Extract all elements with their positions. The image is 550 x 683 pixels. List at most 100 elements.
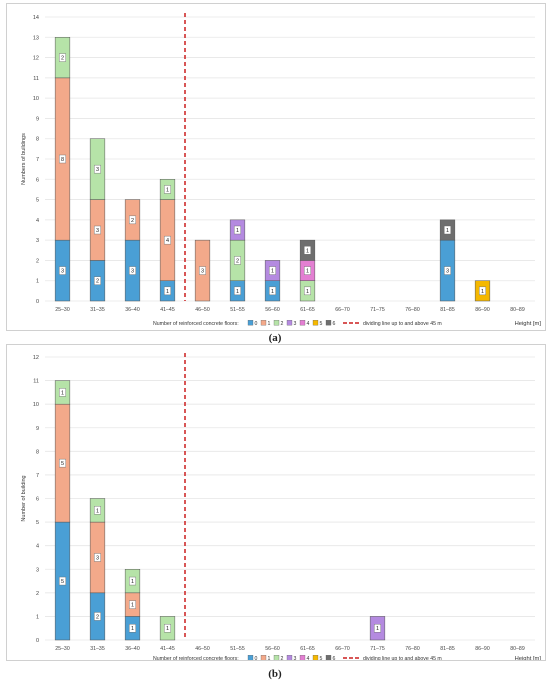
data-label-box [129, 215, 136, 225]
x-tick-label: 31–35 [90, 307, 105, 313]
legend-swatch [247, 320, 254, 326]
legend-swatch [312, 320, 319, 326]
y-tick-label: 6 [36, 177, 39, 183]
data-label: 1 [306, 269, 309, 275]
data-label-box [59, 53, 66, 62]
data-label-box [164, 624, 171, 633]
legend-swatch [299, 655, 306, 661]
data-label-box [94, 553, 101, 562]
data-label-box [129, 576, 136, 586]
x-tick-label: 36–40 [125, 307, 140, 313]
data-label-box [129, 266, 136, 275]
data-label: 1 [166, 626, 169, 632]
y-tick-label: 6 [36, 497, 39, 503]
data-label-box [59, 154, 66, 164]
data-label: 5 [61, 579, 64, 585]
legend-entry: 2 [281, 321, 284, 327]
data-label-box [269, 286, 276, 296]
data-label-box [304, 266, 311, 275]
data-label-box [164, 185, 171, 194]
data-label-box [479, 286, 486, 296]
legend-swatch [325, 655, 332, 661]
y-tick-label: 14 [33, 15, 39, 21]
data-label: 4 [166, 238, 169, 244]
x-tick-label: 25–30 [55, 646, 70, 652]
data-label-box [199, 266, 206, 275]
data-label-box [94, 506, 101, 515]
data-label: 2 [61, 56, 64, 62]
y-tick-label: 11 [33, 379, 39, 385]
data-label-box [59, 458, 66, 468]
y-tick-label: 3 [36, 567, 39, 573]
legend-swatch [286, 655, 293, 661]
data-label: 1 [61, 390, 64, 396]
x-tick-label: 66–70 [335, 307, 350, 313]
legend-entry: 0 [255, 321, 258, 327]
data-label-box [94, 276, 101, 285]
y-tick-label: 8 [36, 137, 39, 143]
data-label: 1 [131, 626, 134, 632]
data-label-box [234, 225, 241, 235]
x-tick-label: 56–60 [265, 646, 280, 652]
x-tick-label: 71–75 [370, 307, 385, 313]
x-tick-label: 61–65 [300, 646, 315, 652]
legend-swatch [286, 320, 293, 326]
legend-swatch [325, 320, 332, 326]
legend-divider-label: dividing line up to and above 45 m [363, 656, 442, 660]
x-tick-label: 56–60 [265, 307, 280, 313]
data-label-box [234, 256, 241, 265]
y-tick-label: 10 [33, 96, 39, 102]
data-label-box [164, 286, 171, 296]
y-tick-label: 4 [36, 544, 39, 550]
x-tick-label: 51–55 [230, 307, 245, 313]
x-tick-label: 76–80 [405, 646, 420, 652]
data-label-box [444, 266, 451, 275]
data-label-box [304, 246, 311, 255]
data-label: 1 [271, 269, 274, 275]
data-label-box [59, 388, 66, 397]
y-tick-label: 13 [33, 35, 39, 41]
legend-entry: 6 [333, 321, 336, 327]
y-tick-label: 5 [36, 520, 39, 526]
legend-entry: 4 [307, 321, 310, 327]
data-label-box [304, 286, 311, 296]
data-label: 1 [131, 579, 134, 585]
data-label: 1 [306, 248, 309, 254]
y-tick-label: 2 [36, 591, 39, 597]
data-label-box [94, 612, 101, 621]
x-tick-label: 61–65 [300, 307, 315, 313]
y-tick-label: 0 [36, 299, 39, 305]
legend-swatch [260, 655, 267, 661]
legend-entry: 6 [333, 656, 336, 660]
x-tick-label: 86–90 [475, 307, 490, 313]
data-label: 3 [446, 269, 449, 275]
x-tick-label: 41–45 [160, 646, 175, 652]
y-tick-label: 11 [33, 76, 39, 82]
legend-swatch [312, 655, 319, 661]
data-label: 1 [166, 187, 169, 193]
data-label-box [59, 576, 66, 586]
x-tick-label: 80–89 [510, 307, 525, 313]
data-label: 1 [96, 508, 99, 514]
data-label: 1 [131, 603, 134, 609]
x-axis-title: Height [m] [515, 656, 542, 660]
x-tick-label: 81–85 [440, 307, 455, 313]
y-axis-title: Number of building [21, 475, 27, 521]
x-tick-label: 46–50 [195, 307, 210, 313]
x-axis-title: Height [m] [515, 321, 542, 327]
y-tick-label: 3 [36, 238, 39, 244]
y-tick-label: 12 [33, 56, 39, 62]
x-tick-label: 41–45 [160, 307, 175, 313]
legend-entry: 4 [307, 656, 310, 660]
legend-swatch [299, 320, 306, 326]
y-tick-label: 9 [36, 116, 39, 122]
x-tick-label: 66–70 [335, 646, 350, 652]
chart-panel-a: 0 1 2 3 4 5 6 7 8 9 10 11 12 13 14 Numbers of buildings… [6, 3, 546, 331]
data-label: 3 [201, 269, 204, 275]
legend-swatch [273, 655, 280, 661]
data-label: 5 [61, 461, 64, 467]
y-axis-title: Numbers of buildings [21, 133, 27, 185]
x-tick-label: 81–85 [440, 646, 455, 652]
y-tick-label: 1 [36, 614, 39, 620]
